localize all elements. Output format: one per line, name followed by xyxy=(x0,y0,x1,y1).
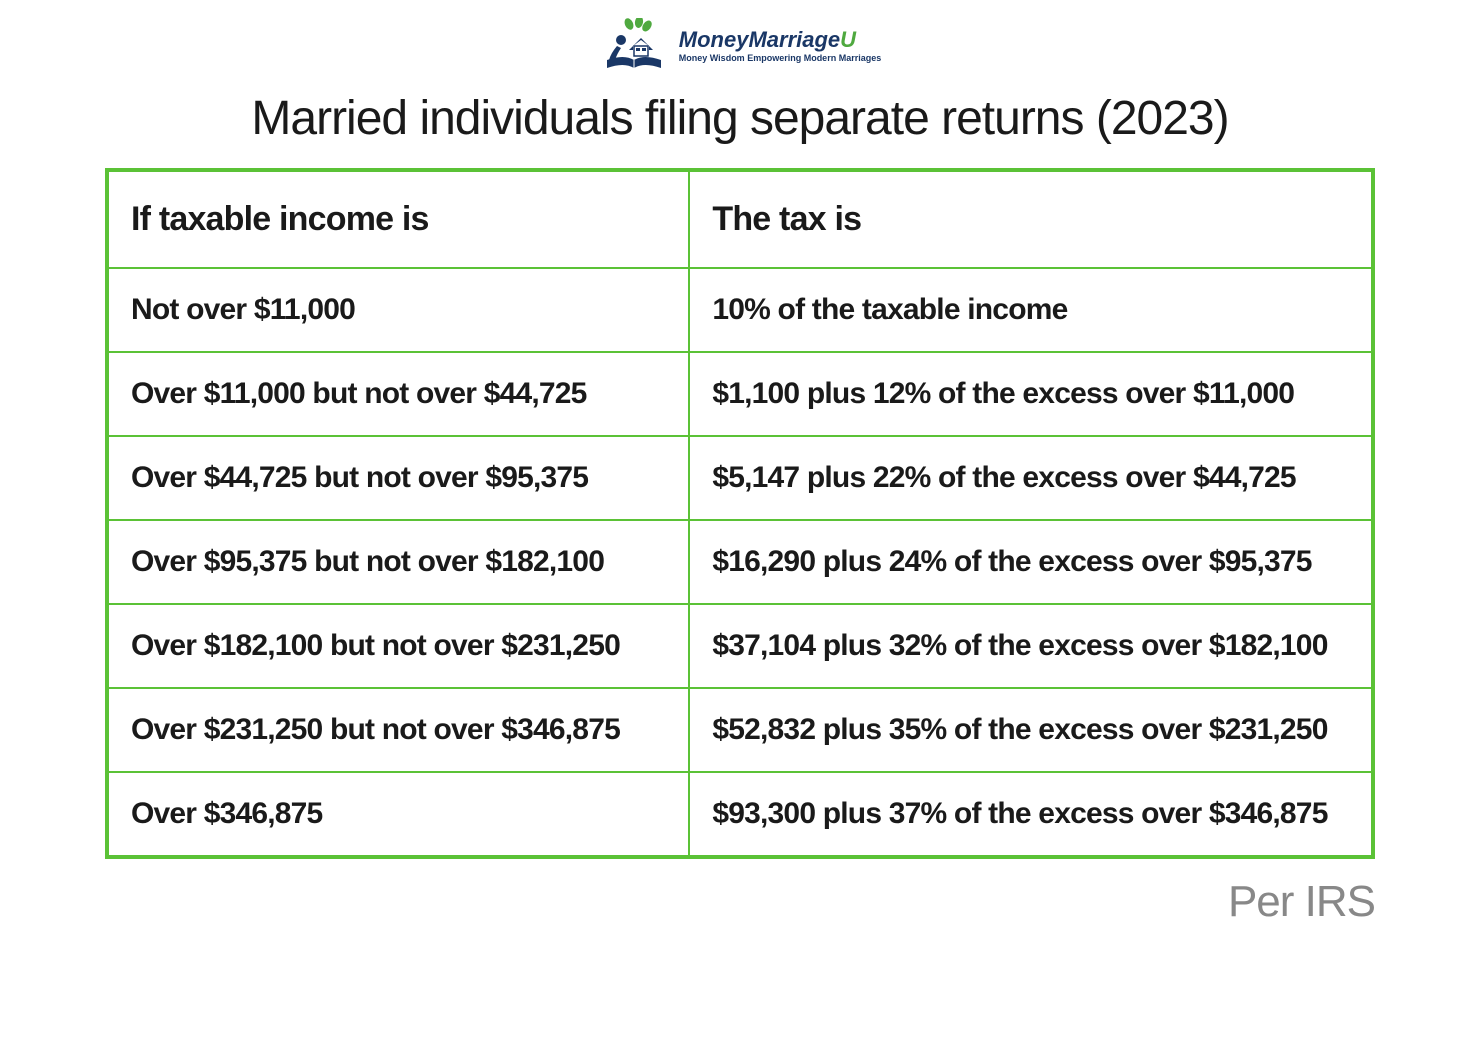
income-cell: Over $231,250 but not over $346,875 xyxy=(107,688,689,772)
column-header-tax: The tax is xyxy=(689,170,1373,268)
brand-logo: MoneyMarriageU Money Wisdom Empowering M… xyxy=(0,0,1480,81)
table-row: Over $182,100 but not over $231,250 $37,… xyxy=(107,604,1373,688)
table-row: Over $231,250 but not over $346,875 $52,… xyxy=(107,688,1373,772)
tax-table-wrapper: If taxable income is The tax is Not over… xyxy=(105,168,1375,859)
logo-text: MoneyMarriageU Money Wisdom Empowering M… xyxy=(679,29,881,63)
income-cell: Over $11,000 but not over $44,725 xyxy=(107,352,689,436)
logo-tagline: Money Wisdom Empowering Modern Marriages xyxy=(679,53,881,63)
tax-cell: 10% of the taxable income xyxy=(689,268,1373,352)
tax-cell: $37,104 plus 32% of the excess over $182… xyxy=(689,604,1373,688)
income-cell: Over $346,875 xyxy=(107,772,689,857)
tax-cell: $93,300 plus 37% of the excess over $346… xyxy=(689,772,1373,857)
column-header-income: If taxable income is xyxy=(107,170,689,268)
table-row: Over $346,875 $93,300 plus 37% of the ex… xyxy=(107,772,1373,857)
tax-brackets-table: If taxable income is The tax is Not over… xyxy=(105,168,1375,859)
table-row: Over $95,375 but not over $182,100 $16,2… xyxy=(107,520,1373,604)
tax-cell: $1,100 plus 12% of the excess over $11,0… xyxy=(689,352,1373,436)
tax-cell: $52,832 plus 35% of the excess over $231… xyxy=(689,688,1373,772)
tax-cell: $16,290 plus 24% of the excess over $95,… xyxy=(689,520,1373,604)
logo-brand-name: MoneyMarriageU xyxy=(679,29,881,51)
income-cell: Over $95,375 but not over $182,100 xyxy=(107,520,689,604)
logo-icon xyxy=(599,18,669,73)
table-header-row: If taxable income is The tax is xyxy=(107,170,1373,268)
table-row: Over $44,725 but not over $95,375 $5,147… xyxy=(107,436,1373,520)
income-cell: Not over $11,000 xyxy=(107,268,689,352)
page-title: Married individuals filing separate retu… xyxy=(0,91,1480,146)
income-cell: Over $44,725 but not over $95,375 xyxy=(107,436,689,520)
income-cell: Over $182,100 but not over $231,250 xyxy=(107,604,689,688)
source-attribution: Per IRS xyxy=(0,877,1375,927)
table-row: Over $11,000 but not over $44,725 $1,100… xyxy=(107,352,1373,436)
tax-cell: $5,147 plus 22% of the excess over $44,7… xyxy=(689,436,1373,520)
table-row: Not over $11,000 10% of the taxable inco… xyxy=(107,268,1373,352)
